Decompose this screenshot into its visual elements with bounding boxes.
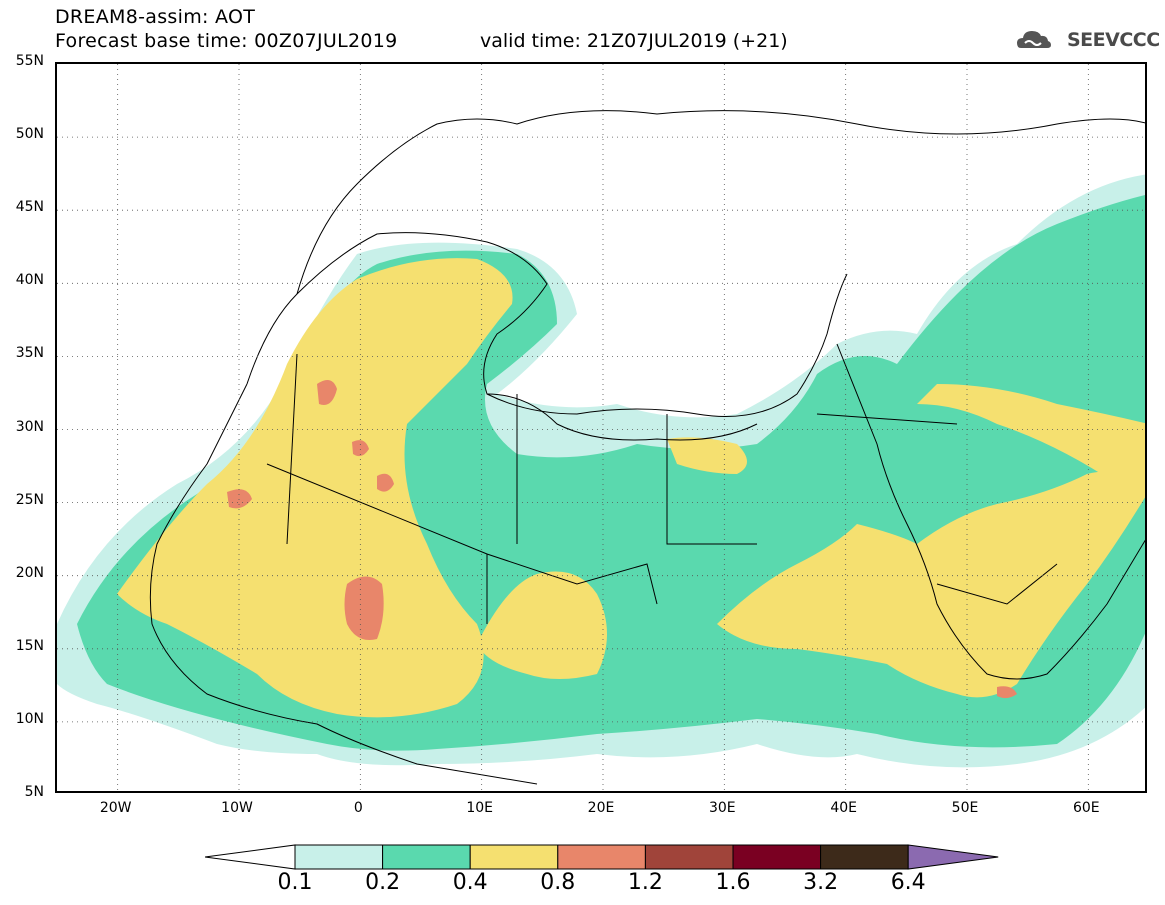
aot-contour-0.8 <box>352 440 369 457</box>
colorbar-segment <box>732 844 822 870</box>
lon-tick-label: 40E <box>830 800 857 816</box>
lon-tick-label: 50E <box>951 800 979 816</box>
map-panel <box>55 62 1147 793</box>
aot-contour-0.8 <box>377 473 394 492</box>
lon-tick-label: 10W <box>221 800 253 816</box>
colorbar-tick-label: 0.8 <box>540 870 576 895</box>
lat-tick-label: 45N <box>15 199 44 216</box>
colorbar-segment <box>644 844 734 870</box>
colorbar-tick-label: 0.4 <box>452 870 488 895</box>
lat-tick-label: 15N <box>15 637 44 654</box>
coastlines-and-borders <box>149 110 1145 785</box>
lon-tick-label: 0 <box>353 800 363 816</box>
colorbar-tick-label: 0.2 <box>365 870 401 895</box>
colorbar-tick-label: 0.1 <box>277 870 313 895</box>
colorbar-high-arrow <box>907 844 999 870</box>
colorbar-tick-label: 6.4 <box>890 870 926 895</box>
colorbar-segment <box>382 844 471 870</box>
colorbar-segment <box>469 844 559 870</box>
colorbar-tick-label: 3.2 <box>803 870 839 895</box>
lat-tick-label: 55N <box>15 53 44 69</box>
map-title: DREAM8-assim: AOT <box>55 6 256 28</box>
aot-contour-0.8 <box>227 489 252 509</box>
aot-contour-0.4 <box>917 384 1145 498</box>
lat-tick-label: 5N <box>24 784 44 800</box>
aot-contour-0.4 <box>667 437 747 474</box>
lat-tick-label: 30N <box>15 418 44 435</box>
lat-tick-label: 40N <box>15 272 44 289</box>
lat-tick-label: 25N <box>15 491 44 508</box>
colorbar-segment <box>557 844 646 870</box>
lon-tick-label: 20E <box>587 800 615 816</box>
lon-tick-label: 20W <box>99 800 132 816</box>
lat-tick-label: 35N <box>15 345 44 362</box>
lon-tick-label: 30E <box>708 800 736 816</box>
lat-tick-label: 50N <box>15 126 44 143</box>
colorbar-low-arrow <box>205 844 296 870</box>
aot-contour-0.8 <box>344 576 384 640</box>
aot-contour-0.4 <box>477 571 607 679</box>
logo-text: SEEVCCC <box>1067 29 1160 51</box>
dust-field <box>57 174 1145 768</box>
lat-tick-label: 10N <box>15 710 44 727</box>
lon-tick-label: 10E <box>466 800 493 816</box>
aot-contour-0.8 <box>997 686 1017 699</box>
colorbar-tick-label: 1.6 <box>715 870 751 895</box>
forecast-base-time: Forecast base time: 00Z07JUL2019 <box>55 30 398 52</box>
aot-map <box>57 64 1145 791</box>
aot-contour-0.4 <box>117 258 513 718</box>
colorbar <box>205 844 999 870</box>
colorbar-tick-label: 1.2 <box>627 870 663 895</box>
lon-tick-label: 60E <box>1072 800 1100 816</box>
graticule <box>57 64 1145 791</box>
lat-tick-label: 20N <box>15 564 44 581</box>
valid-time: valid time: 21Z07JUL2019 (+21) <box>480 30 788 52</box>
aot-contour-0.8 <box>317 380 337 405</box>
colorbar-segment <box>820 844 909 870</box>
cloud-logo-icon <box>1017 31 1051 48</box>
colorbar-segment <box>294 844 384 870</box>
